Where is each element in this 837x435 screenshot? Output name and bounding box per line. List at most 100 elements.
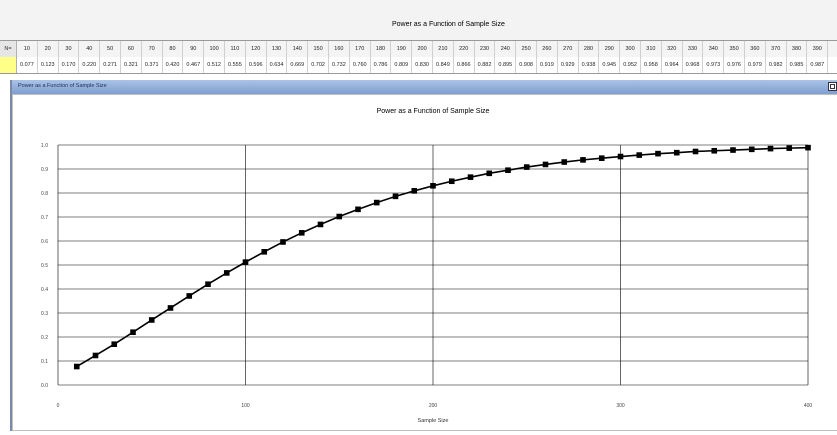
n-cell[interactable]: 300 (620, 41, 641, 57)
n-cell[interactable]: 40 (79, 41, 101, 57)
power-cell[interactable]: 0.895 (495, 57, 517, 73)
n-cell[interactable]: 340 (703, 41, 725, 57)
data-point (336, 213, 343, 220)
plot-area-frame: Power as a Function of Sample Size 0.0 0.1… (12, 94, 837, 431)
n-cell[interactable]: 100 (204, 41, 225, 57)
power-cell[interactable]: 0.760 (350, 57, 371, 73)
n-cell[interactable]: 230 (475, 41, 496, 57)
power-cell[interactable]: 0.849 (433, 57, 454, 73)
power-cell[interactable]: 0.809 (391, 57, 413, 73)
n-row-header[interactable]: N= (0, 41, 17, 57)
n-cell[interactable]: 20 (38, 41, 59, 57)
data-grid[interactable]: 10 20 30 40 50 60 70 80 90 100 110 120 130 140 150 160 1… (0, 40, 837, 74)
n-cell[interactable]: 310 (641, 41, 662, 57)
data-point (448, 178, 455, 185)
n-cell[interactable]: 190 (391, 41, 413, 57)
power-cell[interactable]: 0.669 (287, 57, 309, 73)
power-cell[interactable]: 0.958 (641, 57, 662, 73)
data-point (692, 148, 699, 155)
n-cell[interactable]: 350 (724, 41, 745, 57)
n-cell[interactable]: 390 (807, 41, 829, 57)
n-cell[interactable]: 240 (495, 41, 517, 57)
n-cell[interactable]: 320 (662, 41, 683, 57)
data-point (505, 167, 511, 173)
power-cell[interactable]: 0.271 (100, 57, 121, 73)
y-tick-label: 0.1 (41, 359, 48, 365)
n-cell[interactable]: 210 (433, 41, 454, 57)
power-cell[interactable]: 0.077 (17, 57, 38, 73)
n-cell[interactable]: 30 (59, 41, 80, 57)
n-cell[interactable]: 120 (246, 41, 267, 57)
power-cell[interactable]: 0.371 (142, 57, 163, 73)
n-cell[interactable]: 150 (308, 41, 329, 57)
power-cell[interactable]: 0.830 (412, 57, 433, 73)
power-cell[interactable]: 0.702 (308, 57, 329, 73)
power-cell[interactable]: 0.596 (246, 57, 267, 73)
power-cell[interactable]: 0.919 (537, 57, 558, 73)
n-cell[interactable]: 50 (100, 41, 121, 57)
power-cell[interactable]: 0.964 (662, 57, 683, 73)
y-tick-label: 0.6 (41, 239, 48, 245)
n-cell[interactable]: 60 (121, 41, 142, 57)
n-cell[interactable]: 70 (142, 41, 163, 57)
window-restore-icon[interactable] (828, 82, 837, 91)
data-point (92, 352, 99, 359)
power-cell[interactable]: 0.555 (225, 57, 246, 73)
y-tick-label: 0.0 (41, 383, 48, 389)
power-cell[interactable]: 0.220 (79, 57, 101, 73)
n-cell[interactable]: 380 (787, 41, 808, 57)
power-cell[interactable]: 0.973 (703, 57, 725, 73)
power-cell[interactable]: 0.882 (475, 57, 496, 73)
power-cell[interactable]: 0.952 (620, 57, 641, 73)
power-cell[interactable]: 0.866 (454, 57, 475, 73)
data-point (598, 155, 605, 161)
data-point (130, 329, 136, 335)
x-tick-label: 300 (616, 403, 625, 409)
power-cell[interactable]: 0.732 (329, 57, 350, 73)
n-cell[interactable]: 250 (516, 41, 537, 57)
y-tick-label: 0.5 (41, 263, 48, 269)
power-cell[interactable]: 0.979 (745, 57, 766, 73)
n-cell[interactable]: 370 (766, 41, 787, 57)
power-cell[interactable]: 0.968 (683, 57, 704, 73)
power-cell[interactable]: 0.908 (516, 57, 537, 73)
power-cell[interactable]: 0.321 (121, 57, 142, 73)
n-cell[interactable]: 130 (267, 41, 288, 57)
n-cell[interactable]: 90 (183, 41, 205, 57)
power-cell[interactable]: 0.512 (204, 57, 225, 73)
n-cell[interactable]: 170 (350, 41, 371, 57)
power-cell[interactable]: 0.123 (38, 57, 59, 73)
power-cell[interactable]: 0.929 (558, 57, 579, 73)
n-cell[interactable]: 290 (599, 41, 621, 57)
power-row-header-selected[interactable] (0, 57, 17, 73)
power-cell[interactable]: 0.938 (579, 57, 600, 73)
power-cell[interactable]: 0.987 (807, 57, 829, 73)
data-point (298, 230, 305, 236)
n-cell[interactable]: 220 (454, 41, 475, 57)
n-cell[interactable]: 140 (287, 41, 309, 57)
power-cell[interactable]: 0.420 (163, 57, 184, 73)
n-cell[interactable]: 280 (579, 41, 600, 57)
power-cell[interactable]: 0.945 (599, 57, 621, 73)
n-cell[interactable]: 360 (745, 41, 766, 57)
power-row: 0.077 0.123 0.170 0.220 0.271 0.321 0.371 0.420… (0, 57, 837, 73)
power-cell[interactable]: 0.976 (724, 57, 745, 73)
chart-window-titlebar[interactable]: Power as a Function of Sample Size (12, 80, 837, 95)
power-cell[interactable]: 0.982 (766, 57, 787, 73)
n-cell[interactable]: 180 (371, 41, 392, 57)
power-cell[interactable]: 0.170 (59, 57, 80, 73)
n-cell[interactable]: 270 (558, 41, 579, 57)
n-cell[interactable]: 110 (225, 41, 246, 57)
n-cell[interactable]: 260 (537, 41, 558, 57)
n-cell[interactable]: 330 (683, 41, 704, 57)
chart-window: Power as a Function of Sample Size Power… (10, 80, 837, 431)
power-cell[interactable]: 0.467 (183, 57, 205, 73)
n-cell[interactable]: 160 (329, 41, 350, 57)
n-cell[interactable]: 80 (163, 41, 184, 57)
power-cell[interactable]: 0.786 (371, 57, 392, 73)
power-cell[interactable]: 0.985 (787, 57, 808, 73)
n-cell[interactable]: 200 (412, 41, 433, 57)
n-cell[interactable]: 10 (17, 41, 38, 57)
data-point (242, 259, 249, 265)
power-cell[interactable]: 0.634 (267, 57, 288, 73)
